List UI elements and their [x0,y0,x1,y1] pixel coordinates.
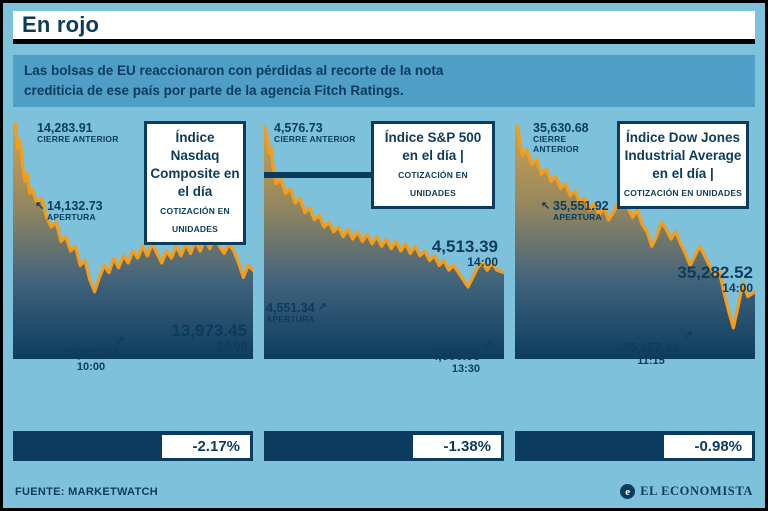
last-time: 14:00 [467,255,498,270]
low-value: 13,934.44 [63,347,119,361]
prev-close-annotation: 35,630.68 CIERRE ANTERIOR [533,121,595,154]
prev-close-value: 14,283.91 [37,121,93,135]
open-annotation: ↖ 14,132.73 APERTURA [35,199,103,223]
last-value: 4,513.39 [431,237,498,256]
low-value: 35,357.33 [623,341,679,355]
page-title: En rojo [22,12,100,37]
el-economista-logo: e EL ECONOMISTA [620,484,753,499]
last-annotation: 35,282.52 14:00 [677,263,753,295]
brand-e-icon: e [620,484,636,499]
last-time: 14:00 [722,281,753,296]
last-annotation: 4,513.39 14:00 [432,237,498,269]
source-credit: FUENTE: MARKETWATCH [15,485,158,498]
low-time: 13:30 [451,363,480,375]
chart-panel-nasdaq: -2.17% 14,283.91 CIERRE ANTERIOR ↖ 14,13… [13,115,253,461]
prev-close-label: CIERRE ANTERIOR [533,134,579,154]
prev-close-label: CIERRE ANTERIOR [274,134,356,144]
brand-name: EL ECONOMISTA [640,484,753,498]
nasdaq-area-chart [13,119,253,359]
open-value: 4,551.34 [266,301,315,315]
open-label: APERTURA [266,314,315,324]
change-value: -0.98% [694,438,742,455]
callout-arrow-icon: ↗ [115,335,125,347]
low-value: 4,506.98 [431,349,480,363]
open-value: 35,551.92 [553,199,609,213]
open-label: APERTURA [47,212,96,222]
index-title: Índice Dow Jones Industrial Average en e… [624,130,742,181]
low-time: 10:00 [76,361,106,373]
low-annotation: ↗ 13,934.44 10:00 [43,335,139,373]
open-annotation: ↗ 4,551.34 APERTURA [266,301,327,325]
index-title-box: Índice Dow Jones Industrial Average en e… [617,121,749,209]
low-time: 11:15 [637,355,665,367]
index-unit-label: COTIZACIÓN EN UNIDADES [160,206,230,234]
callout-arrow-icon: ↗ [683,329,693,341]
low-annotation: ↗ 4,506.98 13:30 [431,339,493,375]
low-annotation: ↗ 35,357.33 11:15 [607,329,695,367]
callout-arrow-icon: ↗ [317,301,327,313]
prev-close-annotation: 14,283.91 CIERRE ANTERIOR [37,121,119,145]
open-label: APERTURA [553,212,602,222]
index-title-box: Índice S&P 500 en el día | COTIZACIÓN EN… [371,121,495,209]
chart-panel-dowjones: -0.98% 35,630.68 CIERRE ANTERIOR ↖ 35,55… [515,115,755,461]
charts-row: -2.17% 14,283.91 CIERRE ANTERIOR ↖ 14,13… [13,115,755,461]
index-unit-label: COTIZACIÓN EN UNIDADES [398,170,468,198]
index-unit-label: COTIZACIÓN EN UNIDADES [623,188,743,198]
chart-panel-sp500: -1.38% 4,576.73 CIERRE ANTERIOR ↗ 4,551.… [264,115,504,461]
subtitle-text: Las bolsas de EU reaccionaron con pérdid… [24,63,444,99]
open-annotation: ↖ 35,551.92 APERTURA [541,199,609,223]
last-value: 35,282.52 [677,263,753,282]
prev-close-annotation: 4,576.73 CIERRE ANTERIOR [274,121,356,145]
change-value: -1.38% [443,438,491,455]
sp500-area-chart [264,119,504,359]
callout-arrow-icon: ↖ [35,200,45,212]
callout-arrow-icon: ↖ [541,200,551,212]
prev-close-label: CIERRE ANTERIOR [37,134,119,144]
change-badge-sp500: -1.38% [413,435,501,458]
last-annotation: 13,973.45 14:00 [171,321,247,353]
subtitle-bar: Las bolsas de EU reaccionaron con pérdid… [13,55,755,107]
open-value: 14,132.73 [47,199,103,213]
callout-arrow-icon: ↗ [483,339,493,351]
change-badge-dowjones: -0.98% [664,435,752,458]
prev-close-value: 4,576.73 [274,121,323,135]
change-badge-nasdaq: -2.17% [162,435,250,458]
last-time: 14:00 [216,339,247,354]
index-title-box: Índice Nasdaq Composite en el día COTIZA… [144,121,246,245]
connector-line [264,172,374,178]
index-title: Índice Nasdaq Composite en el día [150,130,240,199]
dowjones-area-chart [515,119,755,359]
last-value: 13,973.45 [171,321,247,340]
footer: FUENTE: MARKETWATCH e EL ECONOMISTA [15,484,753,499]
index-title: Índice S&P 500 en el día | [384,130,482,163]
header-bar: En rojo [13,11,755,44]
change-value: -2.17% [192,438,240,455]
prev-close-value: 35,630.68 [533,121,589,135]
